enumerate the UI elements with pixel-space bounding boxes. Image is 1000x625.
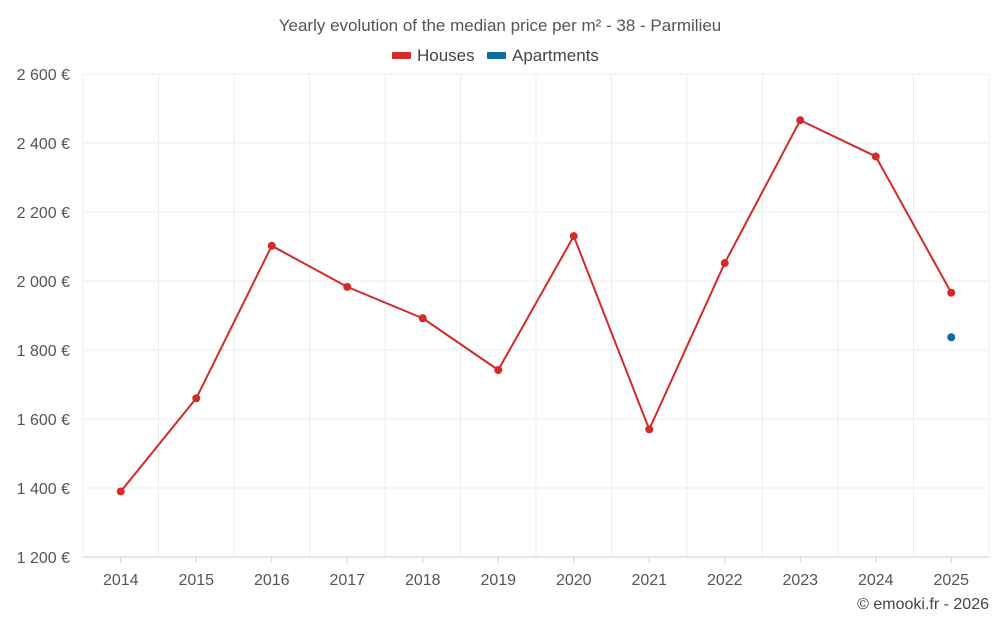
x-tick-label: 2025 <box>933 572 969 589</box>
series-layer <box>116 116 956 496</box>
data-point-houses <box>796 116 805 125</box>
data-point-houses <box>343 282 352 291</box>
x-tick-label: 2023 <box>782 572 818 589</box>
legend-swatch-houses <box>392 52 411 59</box>
x-tick-label: 2019 <box>480 572 516 589</box>
y-tick-label: 2 600 € <box>17 67 70 84</box>
y-tick-label: 1 400 € <box>17 481 70 498</box>
tick-labels: 1 200 € 1 400 € 1 600 € 1 800 € 2 000 € 2 200… <box>17 67 970 589</box>
x-tick-label: 2018 <box>405 572 441 589</box>
y-tick-label: 1 600 € <box>17 412 70 429</box>
data-point-houses <box>116 487 125 496</box>
x-tick-label: 2016 <box>254 572 290 589</box>
x-tick-label: 2020 <box>556 572 592 589</box>
data-point-houses <box>192 394 201 403</box>
legend: Houses Apartments <box>392 46 599 65</box>
x-tick-label: 2017 <box>329 572 365 589</box>
legend-swatch-apartments <box>487 52 506 59</box>
data-point-houses <box>569 232 578 241</box>
grid <box>82 73 990 557</box>
data-point-houses <box>494 366 503 375</box>
legend-label-apartments[interactable]: Apartments <box>512 46 599 65</box>
x-tick-label: 2021 <box>631 572 667 589</box>
data-point-houses <box>947 288 956 297</box>
y-tick-label: 1 800 € <box>17 343 70 360</box>
x-tick-label: 2022 <box>707 572 743 589</box>
data-point-houses <box>645 425 654 434</box>
data-point-houses <box>720 259 729 268</box>
y-tick-label: 1 200 € <box>17 550 70 567</box>
data-point-apartments <box>947 333 956 342</box>
series-line-houses <box>119 119 953 493</box>
y-tick-label: 2 400 € <box>17 136 70 153</box>
axes <box>83 556 989 563</box>
chart-title: Yearly evolution of the median price per… <box>279 16 722 35</box>
legend-label-houses[interactable]: Houses <box>417 46 475 65</box>
data-point-houses <box>871 152 880 161</box>
y-tick-label: 2 200 € <box>17 205 70 222</box>
x-tick-label: 2024 <box>858 572 894 589</box>
data-point-houses <box>418 314 427 323</box>
x-tick-label: 2014 <box>103 572 139 589</box>
data-point-houses <box>267 241 276 250</box>
y-tick-label: 2 000 € <box>17 274 70 291</box>
x-tick-label: 2015 <box>178 572 214 589</box>
credit-text: © emooki.fr - 2026 <box>857 596 989 613</box>
